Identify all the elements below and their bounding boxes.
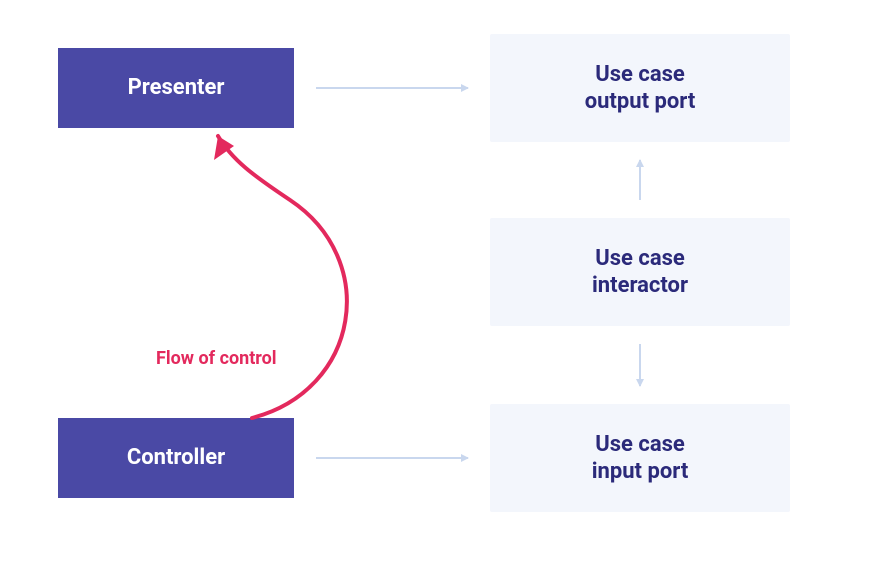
node-controller: Controller xyxy=(58,418,294,498)
node-presenter-label: Presenter xyxy=(128,74,225,102)
diagram-canvas: Presenter Controller Use caseoutput port… xyxy=(0,0,878,572)
flow-of-control-arrowhead xyxy=(214,136,234,160)
node-output-port-label: Use caseoutput port xyxy=(585,61,696,116)
node-input-port: Use caseinput port xyxy=(490,404,790,512)
node-interactor-label: Use caseinteractor xyxy=(592,245,688,300)
node-output-port: Use caseoutput port xyxy=(490,34,790,142)
node-input-port-label: Use caseinput port xyxy=(592,431,689,486)
flow-of-control-curve xyxy=(218,136,347,418)
node-presenter: Presenter xyxy=(58,48,294,128)
node-controller-label: Controller xyxy=(127,444,225,472)
flow-of-control-label: Flow of control xyxy=(156,348,277,369)
node-interactor: Use caseinteractor xyxy=(490,218,790,326)
